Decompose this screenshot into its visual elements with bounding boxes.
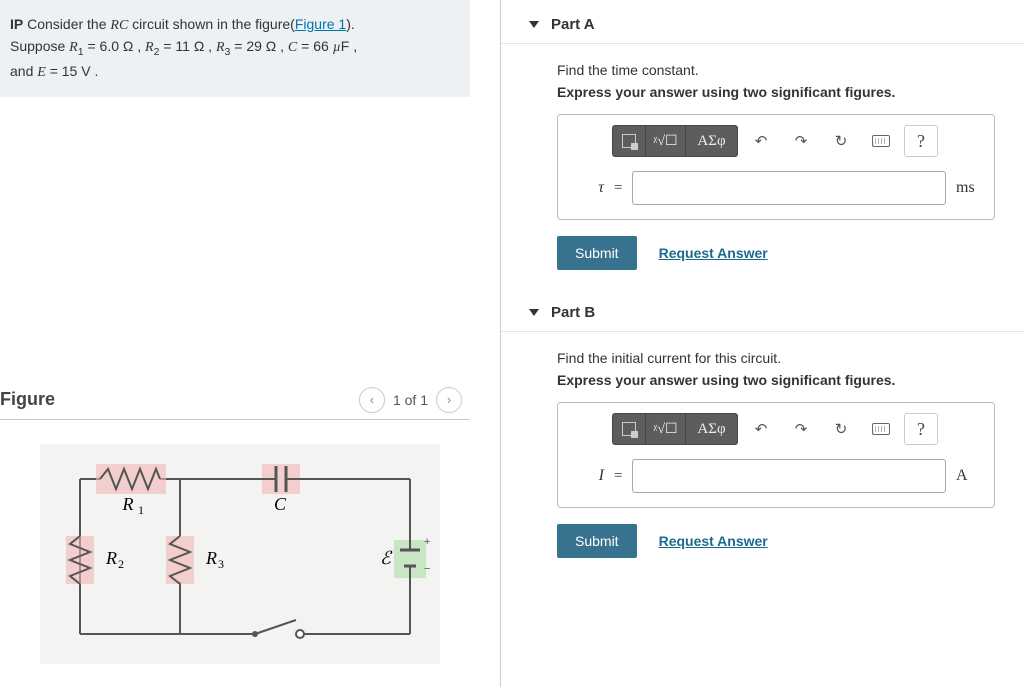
- problem-text-3: ).: [346, 16, 355, 32]
- part-b-toolbar: ᵡ√☐ ΑΣφ ?: [612, 413, 982, 445]
- part-b-answer-panel: ᵡ√☐ ΑΣφ ? I = A: [557, 402, 995, 508]
- template-picker-button[interactable]: [612, 125, 646, 157]
- caret-down-icon: [529, 21, 539, 28]
- part-a-submit-button[interactable]: Submit: [557, 236, 637, 270]
- math-root-button[interactable]: ᵡ√☐: [646, 125, 686, 157]
- svg-text:1: 1: [138, 503, 144, 517]
- part-a-answer-input[interactable]: [632, 171, 946, 205]
- problem-text-1: Consider the: [23, 16, 110, 32]
- problem-text-2: circuit shown in the figure(: [128, 16, 295, 32]
- part-b-answer-input[interactable]: [632, 459, 946, 493]
- figure-prev-button[interactable]: ‹: [359, 387, 385, 413]
- svg-text:−: −: [424, 563, 430, 575]
- part-b-submit-button[interactable]: Submit: [557, 524, 637, 558]
- svg-text:R: R: [122, 494, 134, 514]
- keyboard-button[interactable]: [864, 125, 898, 157]
- reset-button[interactable]: [824, 413, 858, 445]
- figure-header: Figure ‹ 1 of 1 ›: [0, 387, 470, 420]
- redo-button[interactable]: [784, 125, 818, 157]
- svg-text:C: C: [274, 494, 287, 514]
- svg-text:2: 2: [118, 557, 124, 571]
- svg-text:R: R: [205, 548, 217, 568]
- redo-button[interactable]: [784, 413, 818, 445]
- svg-text:3: 3: [218, 557, 224, 571]
- part-a-body: Find the time constant. Express your ans…: [501, 44, 1024, 288]
- reset-button[interactable]: [824, 125, 858, 157]
- part-a-instr1: Find the time constant.: [557, 62, 1024, 78]
- part-a-answer-panel: ᵡ√☐ ΑΣφ ? τ = ms: [557, 114, 995, 220]
- greek-letters-button[interactable]: ΑΣφ: [686, 413, 738, 445]
- part-a-var: τ: [570, 179, 604, 197]
- circuit-figure: R 1 C R 2 R 3 + −: [0, 420, 470, 691]
- part-b-instr1: Find the initial current for this circui…: [557, 350, 1024, 366]
- help-button[interactable]: ?: [904, 125, 938, 157]
- template-picker-button[interactable]: [612, 413, 646, 445]
- part-b-var: I: [570, 467, 604, 485]
- part-a-unit: ms: [956, 179, 982, 197]
- part-a-instr2: Express your answer using two significan…: [557, 84, 1024, 100]
- rc-label: RC: [110, 18, 128, 33]
- problem-statement: IP Consider the RC circuit shown in the …: [0, 0, 470, 97]
- figure-link[interactable]: Figure 1: [295, 16, 346, 32]
- svg-text:R: R: [105, 548, 117, 568]
- part-b-header[interactable]: Part B: [501, 288, 1024, 332]
- part-b-body: Find the initial current for this circui…: [501, 332, 1024, 576]
- svg-text:+: +: [424, 536, 430, 548]
- figure-pager-text: 1 of 1: [393, 392, 428, 408]
- part-b-unit: A: [956, 467, 982, 485]
- equals-sign: =: [614, 468, 622, 485]
- part-b-title: Part B: [551, 304, 595, 321]
- help-button[interactable]: ?: [904, 413, 938, 445]
- part-b-request-answer-link[interactable]: Request Answer: [659, 533, 768, 549]
- keyboard-button[interactable]: [864, 413, 898, 445]
- caret-down-icon: [529, 309, 539, 316]
- part-a-title: Part A: [551, 16, 595, 33]
- figure-heading: Figure: [0, 389, 55, 410]
- part-b-instr2: Express your answer using two significan…: [557, 372, 1024, 388]
- problem-prefix: IP: [10, 16, 23, 32]
- undo-button[interactable]: [744, 413, 778, 445]
- math-root-button[interactable]: ᵡ√☐: [646, 413, 686, 445]
- part-a-request-answer-link[interactable]: Request Answer: [659, 245, 768, 261]
- part-a-toolbar: ᵡ√☐ ΑΣφ ?: [612, 125, 982, 157]
- undo-button[interactable]: [744, 125, 778, 157]
- figure-next-button[interactable]: ›: [436, 387, 462, 413]
- greek-letters-button[interactable]: ΑΣφ: [686, 125, 738, 157]
- equals-sign: =: [614, 180, 622, 197]
- part-a-header[interactable]: Part A: [501, 0, 1024, 44]
